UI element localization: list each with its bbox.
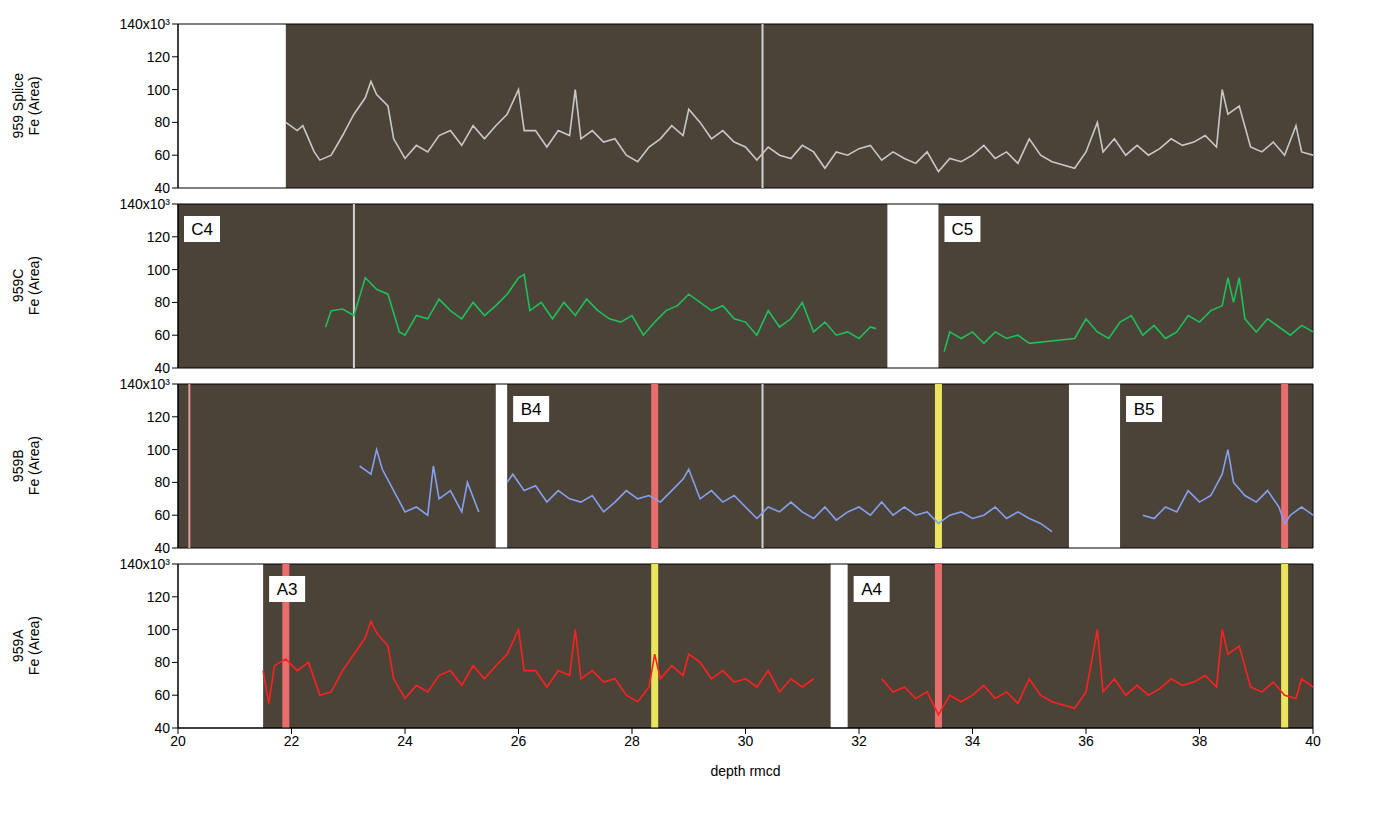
svg-text:140x10³: 140x10³ — [119, 196, 170, 212]
svg-text:24: 24 — [397, 733, 413, 749]
svg-text:60: 60 — [154, 507, 170, 523]
svg-text:36: 36 — [1078, 733, 1094, 749]
svg-text:140x10³: 140x10³ — [119, 376, 170, 392]
svg-text:20: 20 — [170, 733, 186, 749]
svg-text:B5: B5 — [1134, 400, 1155, 419]
svg-text:120: 120 — [147, 49, 171, 65]
svg-text:40: 40 — [154, 540, 170, 556]
svg-text:A4: A4 — [861, 580, 882, 599]
svg-text:40: 40 — [154, 720, 170, 736]
svg-text:32: 32 — [851, 733, 867, 749]
svg-text:140x10³: 140x10³ — [119, 16, 170, 32]
svg-text:100: 100 — [147, 622, 171, 638]
svg-text:40: 40 — [154, 360, 170, 376]
svg-text:34: 34 — [965, 733, 981, 749]
html-text:959C Fe (Area): 959C Fe (Area) — [9, 256, 42, 316]
svg-text:80: 80 — [154, 474, 170, 490]
svg-text:38: 38 — [1192, 733, 1208, 749]
svg-text:120: 120 — [147, 589, 171, 605]
svg-text:28: 28 — [624, 733, 640, 749]
html-text:959 Splice Fe (Area): 959 Splice Fe (Area) — [9, 73, 42, 139]
html-text:959A Fe (Area): 959A Fe (Area) — [9, 616, 42, 676]
svg-text:80: 80 — [154, 114, 170, 130]
svg-text:100: 100 — [147, 82, 171, 98]
svg-text:60: 60 — [154, 327, 170, 343]
svg-text:120: 120 — [147, 409, 171, 425]
svg-text:80: 80 — [154, 294, 170, 310]
svg-text:C4: C4 — [191, 220, 213, 239]
svg-text:30: 30 — [738, 733, 754, 749]
svg-text:100: 100 — [147, 262, 171, 278]
svg-text:80: 80 — [154, 654, 170, 670]
html-text:959B Fe (Area): 959B Fe (Area) — [9, 436, 42, 496]
svg-text:40: 40 — [154, 180, 170, 196]
svg-text:22: 22 — [284, 733, 300, 749]
svg-text:26: 26 — [511, 733, 527, 749]
svg-text:40: 40 — [1305, 733, 1321, 749]
svg-text:140x10³: 140x10³ — [119, 556, 170, 572]
svg-text:C5: C5 — [952, 220, 974, 239]
svg-text:60: 60 — [154, 687, 170, 703]
svg-text:depth rmcd: depth rmcd — [710, 763, 780, 779]
svg-text:B4: B4 — [521, 400, 542, 419]
svg-text:60: 60 — [154, 147, 170, 163]
svg-text:100: 100 — [147, 442, 171, 458]
svg-text:120: 120 — [147, 229, 171, 245]
svg-text:A3: A3 — [277, 580, 298, 599]
